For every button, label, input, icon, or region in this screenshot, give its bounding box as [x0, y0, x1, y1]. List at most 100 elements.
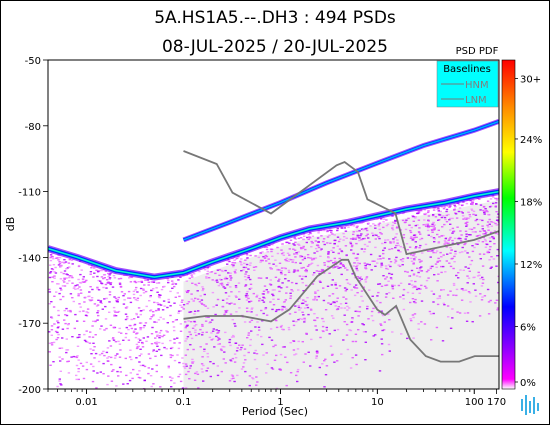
psd-density-cell: [438, 214, 442, 216]
psd-density-cell: [493, 230, 497, 232]
psd-density-cell: [287, 326, 291, 329]
psd-density-cell: [384, 284, 387, 287]
psd-density-cell: [469, 263, 472, 266]
psd-density-cell: [113, 315, 116, 317]
psd-density-cell: [333, 242, 336, 245]
psd-density-cell: [116, 299, 120, 301]
psd-density-cell: [217, 343, 220, 345]
psd-density-cell: [167, 279, 170, 282]
psd-density-cell: [416, 287, 419, 289]
psd-density-cell: [57, 309, 60, 312]
psd-density-cell: [382, 221, 385, 223]
psd-density-cell: [484, 240, 487, 242]
psd-density-cell: [345, 279, 349, 281]
psd-density-cell: [233, 353, 237, 355]
psd-density-cell: [446, 253, 449, 255]
psd-density-cell: [248, 310, 252, 313]
psd-density-cell: [59, 383, 62, 385]
psd-density-cell: [432, 225, 435, 227]
psd-density-cell: [107, 375, 110, 377]
psd-density-cell: [57, 326, 60, 328]
psd-density-cell: [415, 275, 419, 277]
psd-density-cell: [91, 288, 94, 291]
psd-density-cell: [229, 344, 232, 347]
psd-density-cell: [138, 370, 141, 372]
psd-density-cell: [134, 289, 137, 291]
psd-density-cell: [488, 206, 492, 208]
psd-density-cell: [314, 247, 318, 250]
psd-density-cell: [230, 336, 234, 338]
psd-density-cell: [244, 273, 247, 275]
colorbar-tick-label: 24%: [520, 135, 542, 146]
y-tick-label: -140: [18, 253, 41, 264]
psd-density-cell: [84, 340, 88, 343]
psd-density-cell: [99, 300, 103, 302]
psd-density-cell: [374, 334, 377, 336]
psd-density-cell: [227, 295, 231, 297]
psd-density-cell: [311, 283, 315, 285]
psd-density-cell: [317, 270, 321, 273]
psd-density-cell: [286, 361, 289, 364]
psd-density-cell: [93, 303, 97, 305]
psd-density-cell: [86, 311, 90, 314]
psd-density-cell: [199, 295, 202, 297]
psd-density-cell: [61, 358, 64, 360]
psd-density-cell: [496, 309, 499, 311]
psd-density-cell: [372, 234, 375, 237]
psd-density-cell: [344, 245, 348, 247]
psd-density-cell: [433, 238, 436, 240]
psd-density-cell: [261, 259, 264, 262]
psd-density-cell: [76, 284, 79, 286]
psd-density-cell: [223, 312, 227, 314]
psd-density-cell: [276, 246, 279, 249]
psd-density-cell: [250, 330, 253, 332]
psd-density-cell: [69, 309, 72, 312]
psd-density-cell: [360, 228, 364, 230]
psd-density-cell: [281, 282, 284, 284]
psd-density-cell: [475, 203, 478, 205]
psd-density-cell: [132, 368, 135, 371]
psd-density-cell: [159, 329, 163, 332]
psd-density-cell: [214, 280, 217, 282]
psd-density-cell: [250, 311, 253, 313]
psd-density-cell: [324, 374, 328, 376]
psd-density-cell: [270, 339, 274, 341]
psd-density-cell: [361, 323, 364, 325]
psd-density-cell: [293, 249, 297, 251]
psd-density-cell: [207, 277, 211, 279]
psd-density-cell: [311, 274, 315, 276]
psd-density-cell: [492, 202, 495, 205]
psd-density-cell: [159, 294, 162, 296]
psd-density-cell: [336, 236, 340, 238]
psd-density-cell: [280, 267, 284, 269]
psd-density-cell: [285, 384, 288, 387]
psd-density-cell: [262, 301, 266, 303]
psd-density-cell: [408, 283, 411, 285]
psd-density-cell: [156, 302, 159, 304]
psd-density-cell: [142, 364, 145, 367]
chart-title: 5A.HS1A5.--.DH3 : 494 PSDs: [154, 8, 396, 28]
psd-density-cell: [120, 291, 124, 293]
psd-density-cell: [332, 267, 335, 269]
psd-density-cell: [349, 242, 353, 245]
psd-density-cell: [261, 343, 264, 346]
psd-density-cell: [60, 271, 63, 274]
psd-density-cell: [349, 329, 353, 332]
psd-density-cell: [281, 305, 284, 308]
psd-density-cell: [129, 349, 132, 351]
psd-density-cell: [460, 211, 463, 213]
psd-density-cell: [171, 377, 174, 379]
psd-density-cell: [202, 380, 205, 382]
psd-density-cell: [472, 199, 475, 201]
psd-density-cell: [462, 289, 465, 292]
psd-density-cell: [437, 207, 440, 209]
psd-density-cell: [300, 278, 304, 280]
psd-density-cell: [308, 236, 311, 238]
psd-density-cell: [355, 268, 359, 271]
psd-density-cell: [173, 338, 176, 340]
psd-density-cell: [321, 363, 324, 365]
psd-density-cell: [337, 252, 340, 254]
psd-density-cell: [463, 243, 466, 246]
psd-density-cell: [187, 320, 190, 322]
psd-density-cell: [223, 313, 226, 316]
